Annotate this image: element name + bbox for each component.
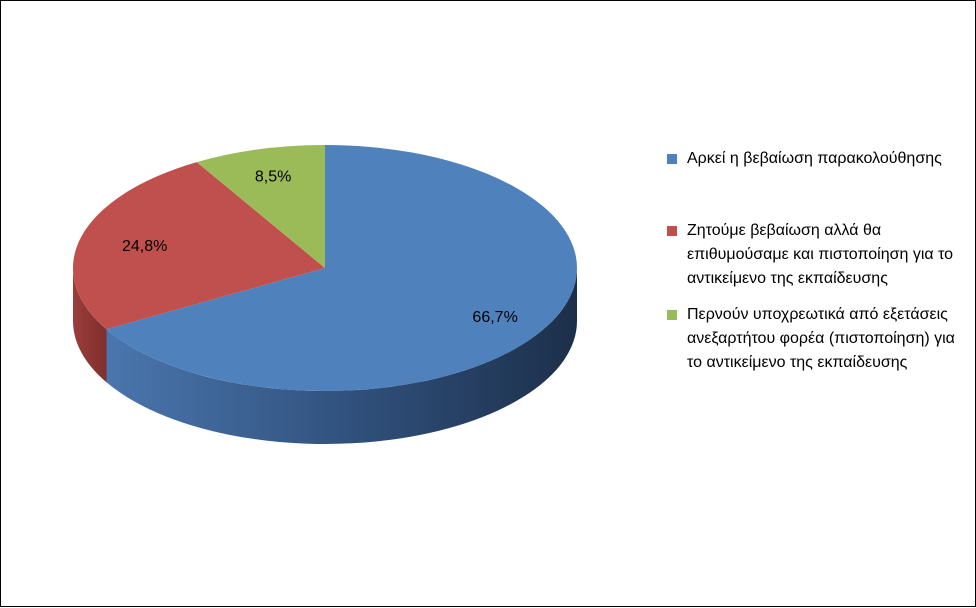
data-label-3: 8,5%: [255, 168, 291, 185]
pie-slice-side-1: [106, 268, 578, 444]
legend: Αρκεί η βεβαίωση παρακολούθησης Ζητούμε …: [667, 147, 967, 375]
legend-swatch-2: [667, 226, 677, 236]
legend-item-3: Περνούν υποχρεωτικά από εξετάσεις ανεξαρ…: [667, 303, 967, 375]
data-label-1: 66,7%: [472, 309, 517, 326]
legend-label-2: Ζητούμε βεβαίωση αλλά θα επιθυμούσαμε κα…: [687, 222, 954, 287]
legend-label-3: Περνούν υποχρεωτικά από εξετάσεις ανεξαρ…: [687, 306, 955, 371]
pie-slice-3: [196, 145, 325, 268]
pie-slice-1: [106, 145, 578, 391]
pie-slice-2: [73, 162, 326, 330]
legend-item-1: Αρκεί η βεβαίωση παρακολούθησης: [667, 147, 967, 171]
legend-label-1: Αρκεί η βεβαίωση παρακολούθησης: [687, 150, 942, 167]
data-label-2: 24,8%: [122, 238, 167, 255]
legend-item-2: Ζητούμε βεβαίωση αλλά θα επιθυμούσαμε κα…: [667, 219, 967, 291]
legend-swatch-3: [667, 310, 677, 320]
legend-swatch-1: [667, 154, 677, 164]
pie-slice-side-2: [73, 268, 107, 383]
